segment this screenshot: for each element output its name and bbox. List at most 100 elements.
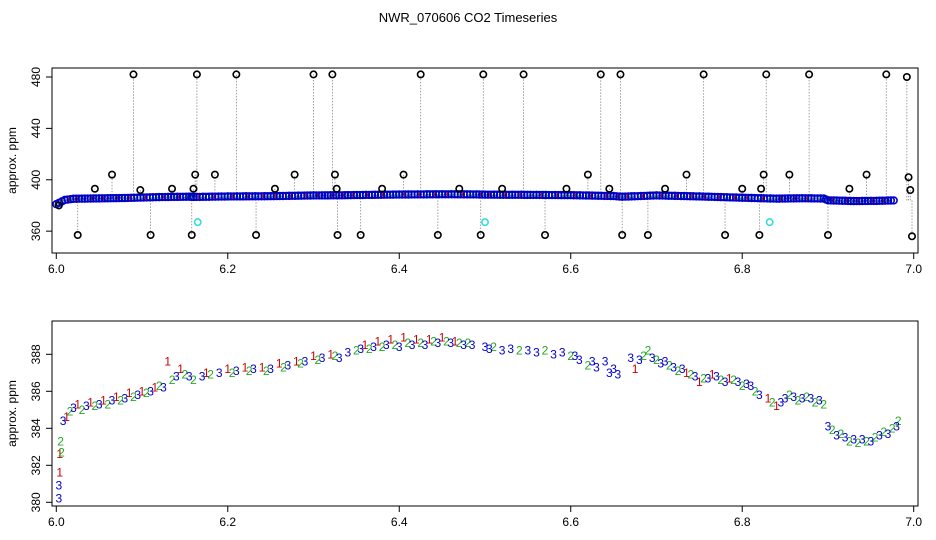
- series-3-point: 3: [876, 429, 883, 443]
- series-2-point: 2: [117, 394, 124, 408]
- series-3-point: 3: [692, 370, 699, 384]
- series-3-point: 3: [525, 344, 532, 358]
- series-2-point: 2: [687, 368, 694, 382]
- baseline-point: [778, 194, 787, 203]
- baseline-point: [317, 191, 327, 200]
- series-3-point: 3: [782, 392, 789, 406]
- series-3-point: 3: [649, 351, 656, 365]
- series-2-point: 2: [297, 357, 304, 371]
- series-3-point: 3: [589, 355, 596, 369]
- series-3-point: 3: [713, 370, 720, 384]
- series-2-point: 2: [490, 340, 497, 354]
- series-3-point: 3: [216, 366, 223, 380]
- outlier-point: [805, 70, 814, 79]
- series-1-point: 1: [293, 355, 300, 369]
- outlier-point: [738, 184, 747, 193]
- y-tick-label: 382: [29, 455, 43, 475]
- outlier-point: [476, 231, 485, 240]
- outlier-point: [330, 170, 339, 179]
- series-3-point: 3: [109, 394, 116, 408]
- x-tick-label: 6.2: [219, 515, 236, 529]
- series-1-point: 1: [56, 447, 63, 461]
- series-2-point: 2: [314, 353, 321, 367]
- cyan-point: [193, 218, 202, 227]
- baseline-point: [829, 196, 838, 205]
- series-3-point: 3: [284, 358, 291, 372]
- series-3-point: 3: [636, 353, 643, 367]
- baseline-point: [94, 194, 104, 203]
- outlier-point: [643, 231, 652, 240]
- outlier-point: [90, 184, 99, 193]
- series-2-point: 2: [366, 342, 373, 356]
- series-2-point: 2: [666, 358, 673, 372]
- outlier-point: [721, 231, 730, 240]
- series-2-point: 2: [67, 405, 74, 419]
- y-tick-label: 388: [29, 344, 43, 364]
- outlier-point: [309, 70, 318, 79]
- outlier-point: [759, 170, 768, 179]
- series-2-point: 2: [280, 360, 287, 374]
- series-3-point: 3: [160, 381, 167, 395]
- baseline-point: [606, 191, 615, 201]
- figure-title: NWR_070606 CO2 Timeseries: [379, 10, 558, 25]
- series-1-point: 1: [56, 466, 63, 480]
- baseline-point: [77, 194, 87, 203]
- outlier-point: [290, 170, 299, 179]
- outlier-point: [232, 70, 241, 79]
- series-3-point: 3: [357, 342, 364, 356]
- outlier-point: [108, 170, 117, 179]
- series-3-point: 3: [56, 479, 63, 493]
- outlier-point: [328, 70, 337, 79]
- series-1-point: 1: [224, 362, 231, 376]
- series-3-point: 3: [447, 336, 454, 350]
- outlier-point: [757, 184, 766, 193]
- series-1-point: 1: [327, 347, 334, 361]
- series-3-point: 3: [486, 342, 493, 356]
- series-2-point: 2: [130, 390, 137, 404]
- series-3-point: 3: [747, 379, 754, 393]
- outlier-point: [596, 70, 605, 79]
- series-2-point: 2: [332, 349, 339, 363]
- series-2-point: 2: [263, 364, 270, 378]
- series-2-point: 2: [795, 394, 802, 408]
- baseline-point: [816, 194, 825, 203]
- series-1-point: 1: [726, 371, 733, 385]
- series-3-point: 3: [173, 370, 180, 384]
- outlier-point: [904, 173, 913, 182]
- series-3-point: 3: [250, 362, 257, 376]
- outlier-point: [191, 170, 200, 179]
- y-tick-label: 400: [29, 169, 43, 189]
- series-3-point: 3: [383, 338, 390, 352]
- outlier-point: [189, 184, 198, 193]
- baseline-point: [855, 196, 864, 206]
- y-axis-label: approx. ppm: [5, 380, 19, 447]
- baseline-point: [609, 191, 618, 201]
- outlier-point: [519, 70, 528, 79]
- series-2-point: 2: [645, 344, 652, 358]
- outlier-point: [762, 70, 771, 79]
- top-panel-raw-timeseries: 6.0 6.2 6.4 6.6 6.8 7.0 360 400 440 480 approx. pp…: [5, 67, 922, 276]
- series-3-point: 3: [96, 397, 103, 411]
- series-3-point: 3: [842, 431, 849, 445]
- outlier-point: [823, 231, 832, 240]
- series-3-point: 3: [336, 351, 343, 365]
- outlier-point: [845, 184, 854, 193]
- series-1-point: 1: [773, 399, 780, 413]
- series-2-point: 2: [456, 336, 463, 350]
- series-2-point: 2: [769, 395, 776, 409]
- series-2-point: 2: [443, 334, 450, 348]
- series-1-point: 1: [683, 366, 690, 380]
- baseline-point: [117, 193, 127, 203]
- series-3-point: 3: [559, 345, 566, 359]
- series-1-point: 1: [632, 362, 639, 376]
- series-3-point: 3: [460, 338, 467, 352]
- series-1-point: 1: [400, 331, 407, 345]
- series-2-point: 2: [92, 399, 99, 413]
- x-tick-label: 6.4: [391, 262, 408, 276]
- series-2-point: 2: [675, 364, 682, 378]
- series-3-point: 3: [705, 371, 712, 385]
- baseline-point: [315, 191, 324, 200]
- series-3-point: 3: [825, 419, 832, 433]
- series-3-point: 3: [893, 419, 900, 433]
